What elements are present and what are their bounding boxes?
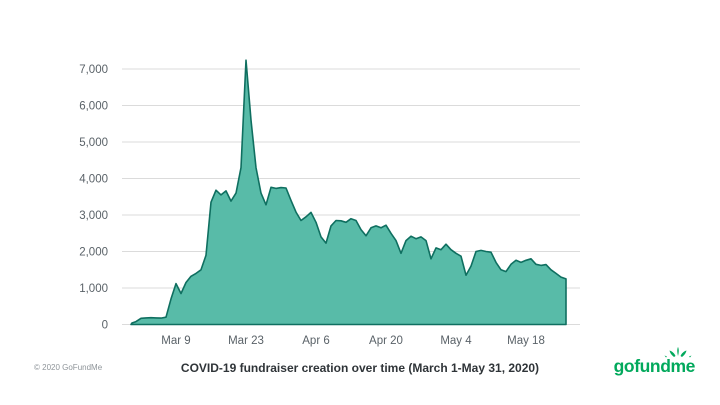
- fundraiser-area-chart: 0 1,000 2,000 3,000 4,000 5,000 6,000 7,000 Mar…: [79, 59, 580, 347]
- area-series: [130, 59, 567, 326]
- x-axis-labels: Mar 9 Mar 23 Apr 6 Apr 20 May 4 May 18: [161, 335, 545, 347]
- y-tick-label: 6,000: [79, 101, 108, 113]
- x-tick-label: Mar 9: [161, 335, 190, 347]
- y-tick-label: 7,000: [79, 64, 108, 76]
- y-tick-label: 0: [102, 320, 108, 332]
- x-tick-label: Mar 23: [228, 335, 264, 347]
- x-tick-label: Apr 20: [369, 335, 403, 347]
- x-tick-label: May 18: [507, 335, 545, 347]
- y-tick-label: 1,000: [79, 283, 108, 295]
- y-tick-label: 2,000: [79, 247, 108, 259]
- chart-title: COVID-19 fundraiser creation over time (…: [180, 361, 540, 375]
- logo-wordmark: gofundme: [613, 356, 696, 376]
- y-axis-labels: 0 1,000 2,000 3,000 4,000 5,000 6,000 7,000: [79, 64, 108, 332]
- x-tick-label: May 4: [440, 335, 472, 347]
- x-tick-label: Apr 6: [302, 335, 330, 347]
- copyright-text: © 2020 GoFundMe: [34, 363, 103, 372]
- sprout-icon: [664, 347, 692, 358]
- gofundme-logo: gofundme: [613, 347, 696, 381]
- y-tick-label: 4,000: [79, 174, 108, 186]
- y-tick-label: 5,000: [79, 137, 108, 149]
- y-tick-label: 3,000: [79, 210, 108, 222]
